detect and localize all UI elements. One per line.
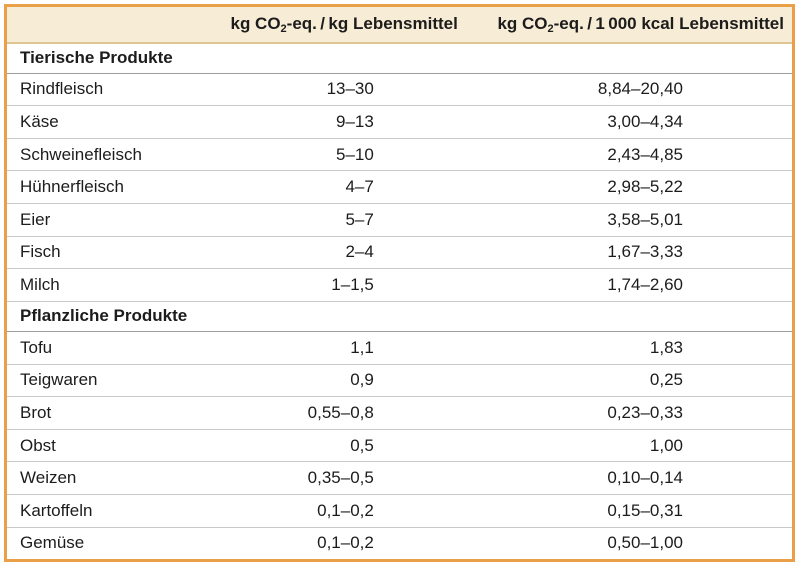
value-per-kg: 0,1–0,2 [222,494,464,528]
food-label: Rindfleisch [7,73,223,107]
value-per-1000kcal: 0,15–0,31 [463,494,792,528]
value-per-kg: 0,9 [222,364,464,398]
food-label: Hühnerfleisch [7,170,223,204]
value-per-kg: 9–13 [222,105,464,139]
header-per-kg-prefix: kg CO [230,14,281,33]
food-co2-table: kg CO2-eq. / kg Lebensmittel kg CO2-eq. … [7,7,792,559]
header-per-1000kcal-suffix: -eq. / 1 000 kcal Lebensmittel [553,14,784,33]
header-empty-cell [7,7,223,44]
food-label: Kartoffeln [7,494,223,528]
value-per-1000kcal: 3,00–4,34 [463,105,792,139]
header-per-1000kcal-prefix: kg CO [497,14,548,33]
header-per-kg: kg CO2-eq. / kg Lebensmittel [222,7,464,44]
table-row: Kartoffeln 0,1–0,2 0,15–0,31 [7,494,792,528]
value-per-kg: 13–30 [222,73,464,107]
value-per-kg: 4–7 [222,170,464,204]
food-label: Weizen [7,461,223,495]
value-per-kg: 5–7 [222,203,464,237]
value-per-1000kcal: 8,84–20,40 [463,73,792,107]
co2-subscript: 2 [547,23,554,35]
table-row: Schweinefleisch 5–10 2,43–4,85 [7,138,792,172]
table-row: Milch 1–1,5 1,74–2,60 [7,268,792,302]
value-per-1000kcal: 0,50–1,00 [607,533,683,553]
food-label: Brot [7,396,223,430]
table-row: Tofu 1,1 1,83 [7,331,792,365]
value-per-kg: 1–1,5 [222,268,464,302]
value-per-1000kcal: 1,83 [463,331,792,365]
value-per-1000kcal: 1,67–3,33 [463,236,792,270]
value-per-kg: 0,5 [222,429,464,463]
value-per-kg: 5–10 [222,138,464,172]
food-label: Obst [7,429,223,463]
value-per-kg: 0,55–0,8 [222,396,464,430]
header-per-1000kcal: kg CO2-eq. / 1 000 kcal Lebensmittel [463,7,792,44]
value-per-kg: 0,1–0,2 [317,533,374,553]
table-row: Teigwaren 0,9 0,25 [7,364,792,398]
table-body: Tierische Produkte Rindfleisch 13–30 8,84–2… [7,43,792,559]
value-per-1000kcal: 2,43–4,85 [463,138,792,172]
table-row: Hühnerfleisch 4–7 2,98–5,22 [7,170,792,204]
table-row: Rindfleisch 13–30 8,84–20,40 [7,73,792,107]
value-per-kg: 2–4 [222,236,464,270]
value-per-kg: 0,35–0,5 [222,461,464,495]
value-per-1000kcal: 0,10–0,14 [463,461,792,495]
food-label: Gemüse [20,533,85,553]
food-label: Tofu [7,331,223,365]
food-label: Milch [7,268,223,302]
food-label: Schweinefleisch [7,138,223,172]
food-label: Fisch [7,236,223,270]
section-title: Pflanzliche Produkte [7,301,792,332]
co2-subscript: 2 [280,23,287,35]
table-row: Fisch 2–4 1,67–3,33 [7,236,792,270]
table-row: Eier 5–7 3,58–5,01 [7,203,792,237]
table-row: Gemüse 0,1–0,2 0,50–1,00 [7,527,792,559]
header-per-kg-suffix: -eq. / kg Lebensmittel [286,14,458,33]
value-per-1000kcal: 3,58–5,01 [463,203,792,237]
section-header-row: Pflanzliche Produkte [7,301,792,332]
table-row: Brot 0,55–0,8 0,23–0,33 [7,396,792,430]
section-header-row: Tierische Produkte [7,43,792,74]
table-row: Weizen 0,35–0,5 0,10–0,14 [7,461,792,495]
table-row: Obst 0,5 1,00 [7,429,792,463]
value-per-kg: 1,1 [222,331,464,365]
food-co2-table-frame: kg CO2-eq. / kg Lebensmittel kg CO2-eq. … [4,4,795,562]
value-per-1000kcal: 0,25 [463,364,792,398]
value-per-1000kcal: 1,74–2,60 [463,268,792,302]
table-row: Käse 9–13 3,00–4,34 [7,105,792,139]
header-row: kg CO2-eq. / kg Lebensmittel kg CO2-eq. … [7,7,792,44]
value-per-1000kcal: 2,98–5,22 [463,170,792,204]
section-title: Tierische Produkte [7,43,792,74]
food-label: Eier [7,203,223,237]
value-per-1000kcal: 0,23–0,33 [463,396,792,430]
food-label: Teigwaren [7,364,223,398]
value-per-1000kcal: 1,00 [463,429,792,463]
food-label: Käse [7,105,223,139]
